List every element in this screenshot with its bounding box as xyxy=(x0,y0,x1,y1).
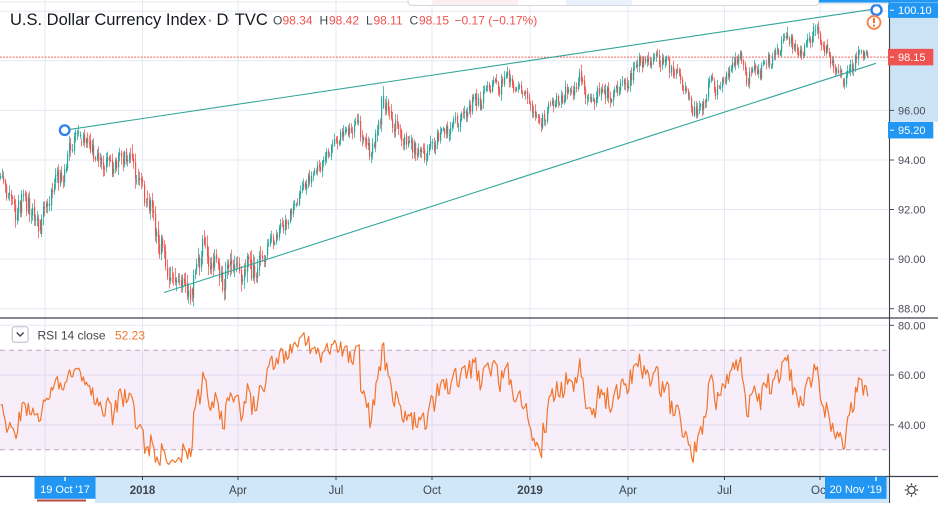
svg-text:O: O xyxy=(273,14,282,28)
svg-text:88.00: 88.00 xyxy=(898,304,926,316)
svg-text:95.20: 95.20 xyxy=(898,125,926,137)
svg-text:Jul: Jul xyxy=(329,485,344,497)
svg-text:60.00: 60.00 xyxy=(898,370,926,382)
svg-text:L: L xyxy=(366,14,373,28)
svg-text:2018: 2018 xyxy=(130,485,156,497)
svg-text:98.15: 98.15 xyxy=(898,52,926,64)
svg-text:98.11: 98.11 xyxy=(374,14,403,28)
svg-text:Apr: Apr xyxy=(619,485,637,497)
svg-text:52.23: 52.23 xyxy=(115,329,145,343)
svg-text:94.00: 94.00 xyxy=(898,155,926,167)
svg-text:Jul: Jul xyxy=(717,485,732,497)
svg-text:98.42: 98.42 xyxy=(329,14,359,28)
svg-text:19 Oct '17: 19 Oct '17 xyxy=(40,484,90,496)
svg-text:80.00: 80.00 xyxy=(898,320,926,332)
svg-text:20 Nov '19: 20 Nov '19 xyxy=(830,484,882,496)
svg-text:TVC: TVC xyxy=(235,11,268,29)
svg-text:98.34: 98.34 xyxy=(283,14,313,28)
svg-text:90.00: 90.00 xyxy=(898,254,926,266)
svg-text:98.15: 98.15 xyxy=(419,14,449,28)
svg-text:Oct: Oct xyxy=(423,485,442,497)
svg-text:−0.17 (−0.17%): −0.17 (−0.17%) xyxy=(455,14,538,28)
svg-text:92.00: 92.00 xyxy=(898,205,926,217)
svg-text:96.00: 96.00 xyxy=(898,105,926,117)
svg-text:Apr: Apr xyxy=(229,485,247,497)
svg-text:RSI 14 close: RSI 14 close xyxy=(38,329,106,343)
svg-text:C: C xyxy=(410,14,419,28)
svg-text:2019: 2019 xyxy=(517,485,543,497)
svg-text:H: H xyxy=(320,14,329,28)
svg-text:100.10: 100.10 xyxy=(898,5,932,17)
svg-text:U.S. Dollar Currency Index: U.S. Dollar Currency Index xyxy=(10,11,207,29)
svg-text:40.00: 40.00 xyxy=(898,420,926,432)
